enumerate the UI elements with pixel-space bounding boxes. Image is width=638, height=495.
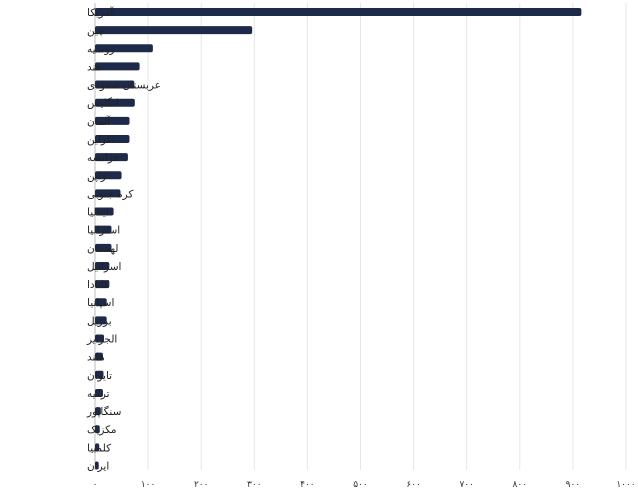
x-tick-label: ۲۰۰: [194, 480, 209, 490]
bar: [95, 261, 110, 270]
bar: [95, 425, 100, 434]
category-label: آمریکا: [87, 6, 114, 19]
bar: [95, 280, 110, 289]
category-label: فرانسه: [87, 152, 119, 164]
bar: [95, 370, 104, 379]
category-label: مکزیک: [87, 424, 117, 436]
category-label: روسیه: [87, 43, 115, 55]
bar: [95, 153, 128, 162]
category-label: ایران: [87, 461, 109, 473]
bar: [95, 352, 103, 361]
bar: [95, 334, 105, 343]
bar: [95, 243, 112, 252]
bar: [95, 134, 130, 143]
bar: [95, 443, 100, 452]
bar: [95, 461, 99, 470]
x-tick-label: ۰: [93, 480, 98, 490]
x-tick-label: ۳۰۰: [247, 480, 262, 490]
category-label: الجزایر: [86, 334, 117, 346]
category-label: کره جنوبی: [87, 188, 133, 200]
bar: [95, 62, 140, 71]
category-label: عربستان سعودی: [87, 80, 161, 92]
x-tick-label: ۴۰۰: [300, 480, 315, 490]
category-label: انگلیس: [87, 97, 119, 110]
bar: [95, 98, 135, 107]
category-label: اسرائیل: [87, 261, 121, 273]
bar: [95, 388, 103, 397]
x-tick-label: ۷۰۰: [459, 480, 474, 490]
category-label: برزیل: [87, 315, 112, 327]
bar: [95, 316, 107, 325]
bars: [95, 8, 582, 470]
category-labels: آمریکا چین روسیه هند عربستان سعودی انگلیس آلما…: [86, 6, 161, 473]
category-label: چین: [87, 25, 105, 37]
category-label: هلند: [87, 352, 105, 364]
category-label: آلمان: [87, 115, 111, 128]
category-label: ایتالیا: [87, 207, 109, 219]
x-tick-label: ۱۰۰: [141, 480, 156, 490]
x-tick-label: ۶۰۰: [406, 480, 421, 490]
bar: [95, 225, 112, 234]
category-label: استرالیا: [87, 225, 120, 237]
bar: [95, 207, 114, 216]
category-label: ترکیه: [87, 388, 110, 400]
x-tick-label: ۵۰۰: [353, 480, 368, 490]
bar: [95, 407, 101, 416]
category-label: اسپانیا: [87, 297, 114, 309]
x-tick-label: ۸۰۰: [513, 480, 528, 490]
category-label: کلمبیا: [87, 442, 111, 454]
gridlines: [94, 3, 627, 470]
x-tick-label: ۱۰۰۰: [616, 480, 635, 490]
bar: [95, 8, 582, 16]
category-label: تایوان: [87, 370, 112, 382]
category-label: سنگاپور: [86, 405, 121, 418]
x-tick-label: ۹۰۰: [566, 480, 581, 490]
category-label: کانادا: [87, 279, 109, 291]
category-label: اکراین: [87, 134, 115, 146]
x-tick-labels: ۰ ۱۰۰ ۲۰۰ ۳۰۰ ۴۰۰ ۵۰۰ ۶۰۰ ۷۰۰ ۸۰۰ ۹۰۰ ۱۰۰۰: [93, 480, 636, 490]
category-label: ژاپن: [87, 170, 106, 182]
bar: [95, 44, 153, 53]
bar: [95, 189, 121, 198]
bar: [95, 80, 135, 89]
bar: [95, 26, 253, 35]
category-label: لهستان: [87, 243, 119, 255]
category-label: هند: [87, 61, 101, 73]
bar: [95, 298, 107, 307]
bar: [95, 116, 130, 125]
bar: [95, 171, 122, 180]
